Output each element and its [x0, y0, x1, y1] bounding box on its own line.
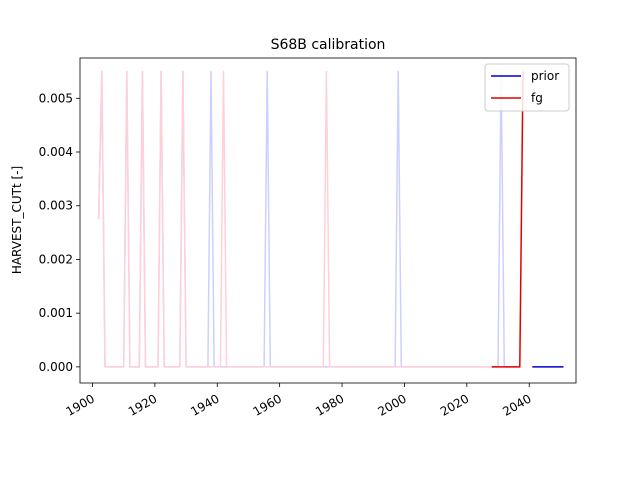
legend-label-fg: fg [531, 91, 543, 105]
x-tick-label: 1940 [188, 391, 221, 418]
x-tick-label: 2000 [375, 391, 408, 418]
series-layer [97, 70, 564, 368]
legend-label-prior: prior [531, 69, 559, 83]
y-tick-label: 0.005 [39, 91, 73, 105]
axes-frame [79, 57, 577, 384]
y-axis: 0.000 0.001 0.002 0.003 0.004 0.005 [39, 91, 80, 374]
y-tick-label: 0.001 [39, 306, 73, 320]
x-axis: 1900 1920 1940 1960 1980 2000 2020 2040 [64, 383, 534, 419]
x-tick-label: 1900 [64, 391, 97, 418]
legend: prior fg [484, 63, 570, 112]
y-tick-label: 0.004 [39, 145, 73, 159]
y-tick-label: 0.002 [39, 252, 73, 266]
x-tick-label: 2020 [438, 391, 471, 418]
series-line-fg [491, 71, 524, 368]
series-line-fg-faded [97, 70, 498, 368]
y-tick-label: 0.003 [39, 199, 73, 213]
x-tick-label: 1960 [251, 391, 284, 418]
x-tick-label: 1980 [313, 391, 346, 418]
x-tick-label: 2040 [500, 391, 533, 418]
y-axis-label: HARVEST_CUTt [-] [10, 166, 24, 274]
x-tick-label: 1920 [126, 391, 159, 418]
y-tick-label: 0.000 [39, 360, 73, 374]
chart-title: S68B calibration [271, 37, 386, 53]
